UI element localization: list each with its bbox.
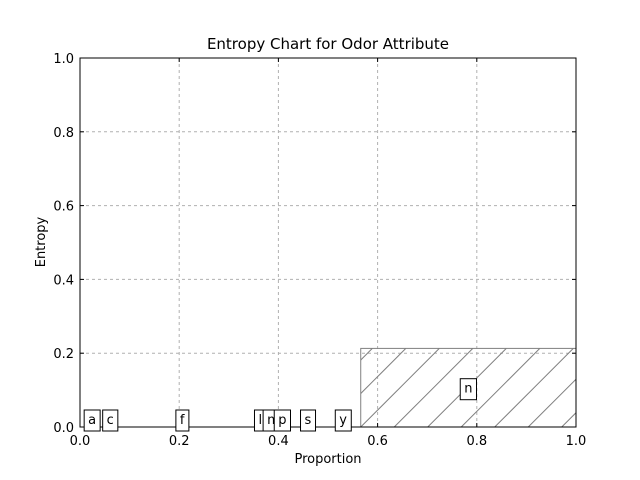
svg-text:f: f [180,413,185,428]
segment-labels: a c f l mp s yn [83,378,477,432]
x-axis-title: Proportion [294,452,361,467]
segment-label-y: y [334,409,352,432]
chart-title: Entropy Chart for Odor Attribute [207,35,449,53]
y-tick-label: 0.0 [53,421,74,436]
svg-text:p: p [278,413,286,428]
grid-lines [80,58,576,427]
y-tick-label: 0.4 [53,273,74,288]
segment-label-c: c [102,409,119,432]
x-tick-label: 0.4 [268,434,289,449]
svg-text:l: l [258,413,262,428]
segment-bar-n [360,347,576,427]
segment-label-s: s [300,409,317,432]
y-tick-label: 0.2 [53,347,74,362]
segment-label-p: p [273,409,292,432]
x-tick-label: 1.0 [566,434,587,449]
segments [80,347,576,427]
x-tick-label: 0.0 [70,434,91,449]
svg-text:a: a [88,413,96,428]
y-axis-title: Entropy [34,216,49,267]
svg-text:c: c [107,413,114,428]
svg-text:s: s [305,413,312,428]
svg-text:y: y [339,413,347,428]
y-tick-label: 0.6 [53,200,74,215]
axis-ticks: 0.0 0.2 0.4 0.6 0.8 1.0 0.0 0.2 0.4 0.6 0.8 1.0 [53,52,586,449]
plot-frame [79,57,577,428]
y-tick-label: 0.8 [53,126,74,141]
svg-text:n: n [464,382,472,397]
segment-hatch-n [360,348,576,427]
y-tick-label: 1.0 [53,52,74,67]
segment-label-n: n [459,378,477,401]
x-tick-label: 0.6 [367,434,388,449]
x-tick-label: 0.8 [466,434,487,449]
x-tick-label: 0.2 [169,434,190,449]
segment-label-f: f [175,409,190,432]
segment-label-a: a [83,409,101,432]
